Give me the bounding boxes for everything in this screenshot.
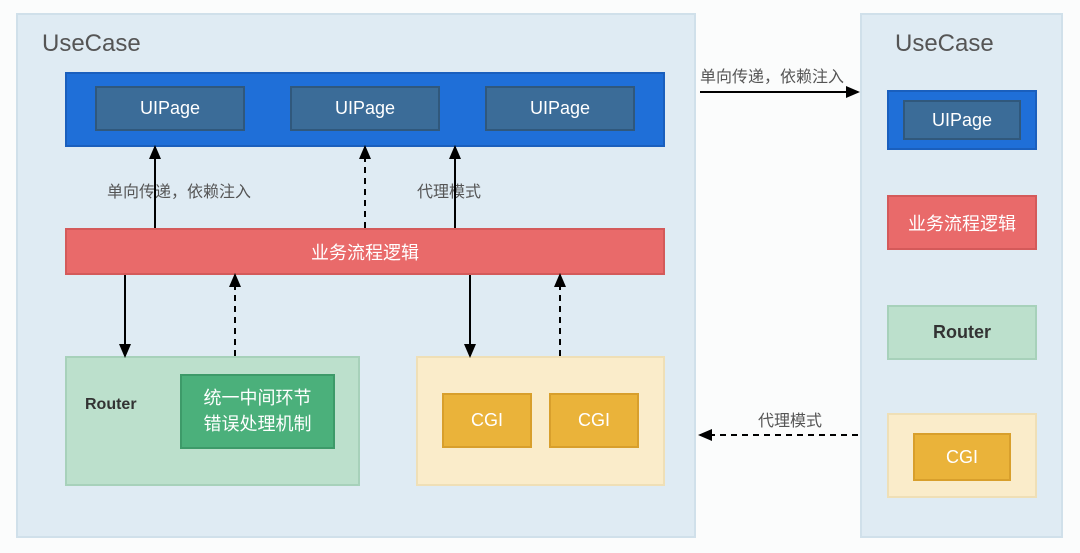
logic-bar-label: 业务流程逻辑	[311, 239, 419, 265]
mid-arrow-label: 代理模式	[417, 178, 481, 202]
r-router: Router	[887, 305, 1037, 360]
logic-bar: 业务流程逻辑	[65, 228, 665, 275]
top-right-arrow-label: 单向传递，依赖注入	[700, 63, 844, 87]
router-inner-label: 统一中间环节 错误处理机制	[204, 386, 312, 436]
uipage-3: UIPage	[485, 86, 635, 131]
router-title: Router	[85, 396, 137, 414]
left-arrow-label: 单向传递，依赖注入	[107, 178, 251, 202]
diagram-canvas: UseCase UIPage UIPage UIPage 单向传递，依赖注入 代…	[0, 0, 1080, 553]
uipage-3-label: UIPage	[530, 98, 590, 119]
right-usecase-title: UseCase	[895, 30, 994, 58]
uipage-1-label: UIPage	[140, 98, 200, 119]
uipage-2: UIPage	[290, 86, 440, 131]
uipage-1: UIPage	[95, 86, 245, 131]
cgi-2-label: CGI	[578, 410, 610, 431]
left-usecase-title: UseCase	[42, 30, 141, 58]
cgi-1: CGI	[442, 393, 532, 448]
r-cgi: CGI	[913, 433, 1011, 481]
r-uipage-label: UIPage	[932, 110, 992, 131]
r-cgi-label: CGI	[946, 447, 978, 468]
cgi-2: CGI	[549, 393, 639, 448]
bottom-right-arrow-label: 代理模式	[758, 407, 822, 431]
uipage-2-label: UIPage	[335, 98, 395, 119]
router-inner: 统一中间环节 错误处理机制	[180, 374, 335, 449]
r-uipage: UIPage	[903, 100, 1021, 140]
r-logic: 业务流程逻辑	[887, 195, 1037, 250]
r-logic-label: 业务流程逻辑	[908, 210, 1016, 236]
cgi-1-label: CGI	[471, 410, 503, 431]
r-router-label: Router	[933, 322, 991, 343]
